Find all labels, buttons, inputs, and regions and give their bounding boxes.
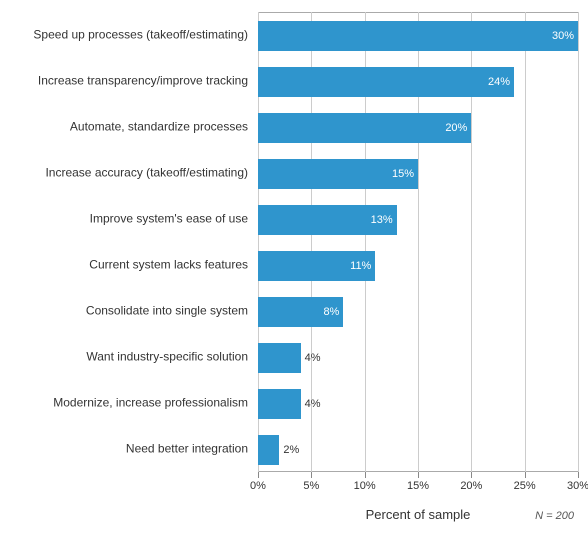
bar xyxy=(258,67,514,97)
x-tick-mark xyxy=(365,472,366,478)
bar-row: 8% xyxy=(258,297,578,327)
bar-value-label: 4% xyxy=(305,398,321,410)
x-tick-label: 15% xyxy=(407,480,429,492)
bar-row: 2% xyxy=(258,435,578,465)
x-tick-mark xyxy=(578,472,579,478)
bar-row: 4% xyxy=(258,343,578,373)
bar xyxy=(258,343,301,373)
x-tick-mark xyxy=(311,472,312,478)
category-label: Improve system's ease of use xyxy=(0,212,248,225)
x-tick-mark xyxy=(258,472,259,478)
bar-row: 20% xyxy=(258,113,578,143)
x-tick-mark xyxy=(471,472,472,478)
bar xyxy=(258,435,279,465)
x-tick-label: 0% xyxy=(250,480,266,492)
bar-value-label: 15% xyxy=(392,168,414,180)
bar-row: 24% xyxy=(258,67,578,97)
bar-value-label: 24% xyxy=(488,76,510,88)
category-label: Speed up processes (takeoff/estimating) xyxy=(0,28,248,41)
x-tick-mark xyxy=(525,472,526,478)
category-label: Increase transparency/improve tracking xyxy=(0,74,248,87)
x-tick-label: 10% xyxy=(354,480,376,492)
bar xyxy=(258,21,578,51)
x-gridline xyxy=(578,12,579,472)
category-label: Modernize, increase professionalism xyxy=(0,396,248,409)
bar-value-label: 4% xyxy=(305,352,321,364)
bar-value-label: 13% xyxy=(371,214,393,226)
category-label: Automate, standardize processes xyxy=(0,120,248,133)
bar-row: 13% xyxy=(258,205,578,235)
bar-value-label: 20% xyxy=(445,122,467,134)
bar-row: 15% xyxy=(258,159,578,189)
bar-value-label: 2% xyxy=(283,444,299,456)
x-tick-label: 5% xyxy=(303,480,319,492)
plot-area: 30% 24% 20% 15% 13% 11% 8% 4% 4% 2% xyxy=(258,12,578,472)
category-label: Need better integration xyxy=(0,442,248,455)
category-label: Consolidate into single system xyxy=(0,304,248,317)
x-tick-label: 25% xyxy=(514,480,536,492)
sample-size-note: N = 200 xyxy=(535,510,574,522)
bar-value-label: 11% xyxy=(350,260,371,272)
category-label: Current system lacks features xyxy=(0,258,248,271)
bar-row: 30% xyxy=(258,21,578,51)
x-axis-title: Percent of sample xyxy=(366,507,471,522)
chart-container: 30% 24% 20% 15% 13% 11% 8% 4% 4% 2% Percent of sa… xyxy=(0,0,588,540)
x-tick-mark xyxy=(418,472,419,478)
bar-row: 11% xyxy=(258,251,578,281)
bar-value-label: 30% xyxy=(552,30,574,42)
category-label: Want industry-specific solution xyxy=(0,350,248,363)
x-tick-label: 30% xyxy=(567,480,588,492)
bar-row: 4% xyxy=(258,389,578,419)
bar-value-label: 8% xyxy=(323,306,339,318)
bar xyxy=(258,113,471,143)
x-tick-label: 20% xyxy=(460,480,482,492)
bar xyxy=(258,389,301,419)
category-label: Increase accuracy (takeoff/estimating) xyxy=(0,166,248,179)
